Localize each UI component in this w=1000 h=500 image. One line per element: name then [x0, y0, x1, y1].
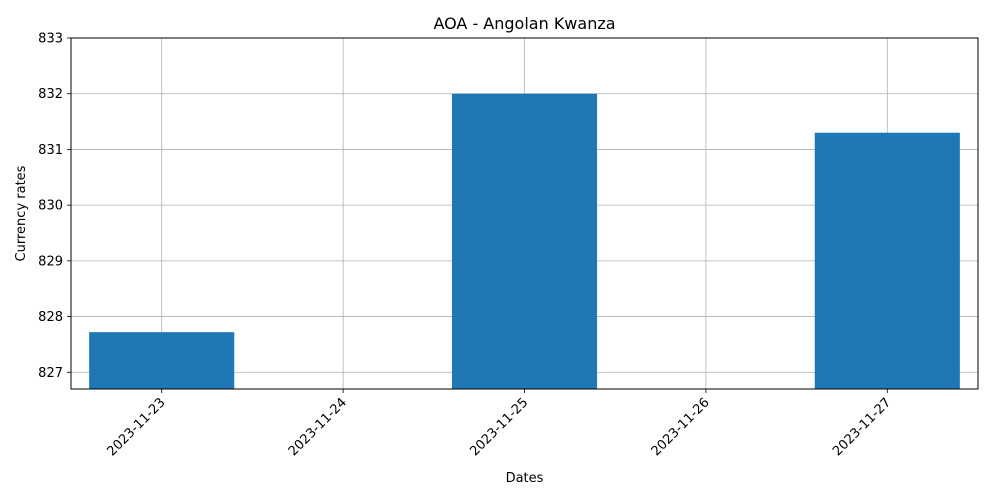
chart-title: AOA - Angolan Kwanza [433, 14, 615, 33]
x-tick-label: 2023-11-24 [286, 395, 350, 459]
y-tick-label: 828 [38, 310, 63, 325]
x-tick-label: 2023-11-25 [467, 395, 531, 459]
y-tick-label: 827 [38, 366, 63, 381]
bars [89, 93, 960, 389]
y-tick-label: 833 [38, 32, 63, 47]
y-tick-label: 830 [38, 199, 63, 214]
bar [451, 93, 598, 389]
y-tick-label: 832 [38, 87, 63, 102]
x-tick-label: 2023-11-27 [830, 395, 894, 459]
y-tick-label: 831 [38, 143, 63, 158]
plot-area-frame [70, 37, 979, 390]
x-tick-label: 2023-11-26 [649, 395, 713, 459]
x-tick-label: 2023-11-23 [104, 395, 168, 459]
y-tick-label: 829 [38, 254, 63, 269]
bar [89, 332, 235, 389]
x-axis-label: Dates [506, 471, 544, 486]
bar [814, 132, 960, 389]
y-axis-label: Currency rates [14, 165, 29, 261]
